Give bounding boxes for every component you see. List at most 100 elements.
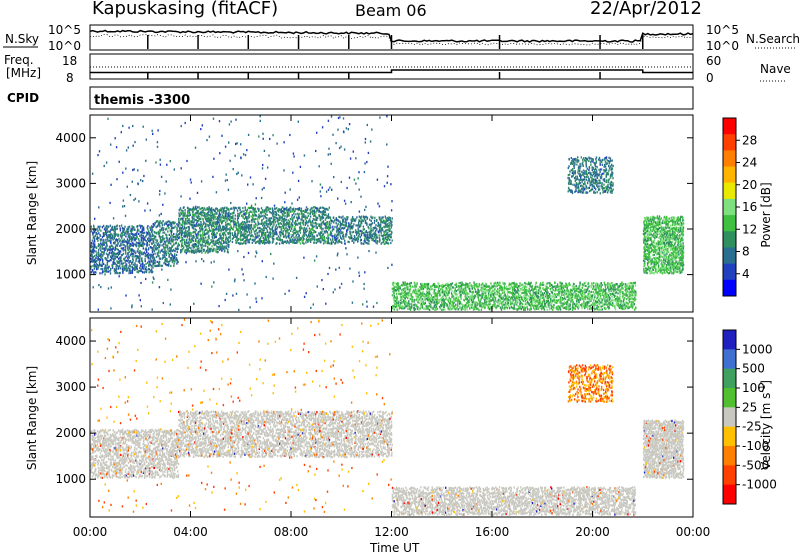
data-cell bbox=[171, 249, 173, 252]
data-cell bbox=[199, 223, 201, 226]
data-cell bbox=[373, 219, 376, 222]
data-cell bbox=[138, 242, 140, 245]
data-cell bbox=[209, 222, 211, 225]
data-cell bbox=[475, 285, 477, 288]
data-cell bbox=[202, 232, 204, 235]
data-cell bbox=[291, 238, 294, 241]
data-cell bbox=[512, 307, 514, 310]
data-cell bbox=[245, 235, 247, 238]
data-cell bbox=[99, 245, 102, 248]
data-cell bbox=[273, 204, 276, 207]
data-cell bbox=[180, 195, 182, 198]
data-cell bbox=[321, 221, 324, 224]
data-cell bbox=[284, 228, 286, 231]
data-cell bbox=[150, 253, 152, 256]
data-cell bbox=[152, 234, 154, 237]
data-cell bbox=[193, 226, 195, 229]
data-cell bbox=[99, 234, 101, 237]
data-cell bbox=[231, 240, 234, 244]
data-cell bbox=[117, 264, 119, 268]
data-cell bbox=[298, 240, 300, 243]
data-cell bbox=[246, 211, 248, 214]
data-cell bbox=[366, 222, 368, 225]
data-cell bbox=[460, 302, 463, 305]
data-cell bbox=[153, 250, 156, 253]
data-cell bbox=[463, 290, 466, 293]
data-cell bbox=[172, 221, 175, 224]
data-cell bbox=[131, 255, 133, 258]
data-cell bbox=[125, 230, 127, 233]
data-cell bbox=[380, 231, 382, 234]
data-cell bbox=[404, 304, 406, 307]
data-cell bbox=[140, 268, 142, 271]
data-cell bbox=[146, 226, 148, 229]
data-cell bbox=[208, 247, 211, 250]
data-cell bbox=[419, 296, 421, 299]
data-cell bbox=[274, 226, 277, 229]
data-cell bbox=[264, 224, 266, 227]
data-cell bbox=[241, 242, 244, 245]
data-cell bbox=[387, 228, 389, 232]
data-cell bbox=[298, 215, 300, 218]
data-cell bbox=[386, 235, 388, 238]
data-cell bbox=[197, 247, 199, 250]
data-cell bbox=[238, 225, 240, 228]
data-cell bbox=[521, 298, 524, 301]
data-cell bbox=[123, 240, 125, 243]
data-cell bbox=[398, 304, 400, 307]
data-cell bbox=[199, 238, 201, 241]
data-cell bbox=[216, 245, 218, 248]
data-cell bbox=[359, 229, 361, 232]
data-cell bbox=[209, 249, 211, 252]
data-cell bbox=[240, 227, 243, 230]
data-cell bbox=[434, 300, 436, 304]
data-cell bbox=[443, 294, 445, 297]
data-cell bbox=[225, 230, 227, 233]
data-cell bbox=[109, 245, 112, 248]
data-cell bbox=[519, 290, 521, 293]
data-cell bbox=[113, 225, 116, 228]
data-cell bbox=[151, 260, 153, 263]
data-cell bbox=[266, 217, 268, 220]
data-cell bbox=[411, 305, 413, 308]
data-cell bbox=[180, 245, 183, 248]
noise-tick-left-bottom: 10^0 bbox=[48, 39, 81, 53]
data-cell bbox=[128, 244, 131, 248]
data-cell bbox=[351, 231, 353, 234]
data-cell bbox=[153, 241, 155, 244]
data-cell bbox=[182, 238, 184, 241]
data-cell bbox=[321, 239, 324, 242]
data-cell bbox=[130, 244, 132, 248]
data-cell bbox=[370, 229, 373, 232]
data-cell bbox=[181, 220, 184, 223]
data-cell bbox=[287, 214, 290, 217]
data-cell bbox=[306, 216, 308, 219]
data-cell bbox=[157, 253, 159, 256]
data-cell bbox=[253, 211, 255, 214]
data-cell bbox=[263, 222, 265, 225]
data-cell bbox=[189, 241, 192, 244]
data-cell bbox=[146, 253, 148, 256]
data-cell bbox=[238, 227, 240, 230]
data-cell bbox=[175, 253, 178, 256]
data-cell bbox=[211, 241, 213, 244]
data-cell bbox=[116, 233, 118, 236]
data-cell bbox=[433, 296, 435, 299]
data-cell bbox=[126, 255, 128, 258]
data-cell bbox=[244, 235, 247, 238]
data-cell bbox=[221, 214, 224, 217]
data-cell bbox=[91, 250, 94, 254]
data-cell bbox=[164, 242, 166, 245]
data-cell bbox=[188, 241, 190, 244]
data-cell bbox=[152, 247, 154, 250]
data-cell bbox=[187, 226, 189, 229]
data-cell bbox=[379, 216, 381, 219]
data-cell bbox=[201, 207, 204, 210]
data-cell bbox=[464, 306, 466, 309]
data-cell bbox=[284, 201, 286, 204]
data-cell bbox=[240, 156, 242, 159]
data-cell bbox=[279, 218, 281, 222]
data-cell bbox=[222, 235, 225, 238]
data-cell bbox=[151, 227, 153, 230]
data-cell bbox=[100, 253, 102, 256]
